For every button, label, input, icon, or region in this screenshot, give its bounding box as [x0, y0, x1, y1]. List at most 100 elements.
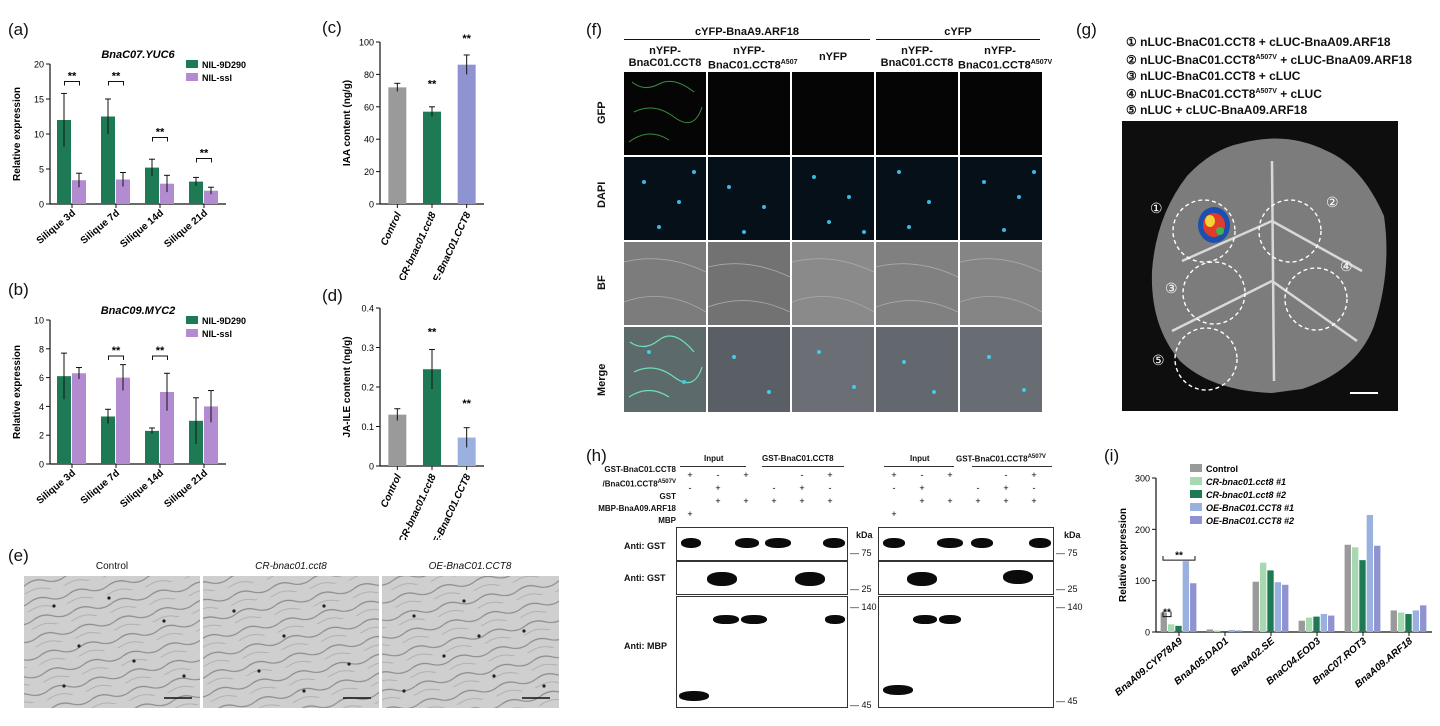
g-circle-label-1: ①: [1150, 200, 1163, 216]
f-group1-line: [624, 39, 870, 40]
y-tick-label: 40: [364, 135, 374, 145]
legend-swatch: [1190, 490, 1202, 498]
bar: [72, 180, 86, 204]
pm-sign: +: [687, 509, 692, 519]
bar: [189, 181, 203, 204]
pm-sign: -: [801, 470, 804, 480]
h-left-pulldown: GST-BnaC01.CCT8: [762, 454, 834, 463]
legend-label: OE-BnaC01.CCT8 #2: [1206, 516, 1294, 526]
sig-bracket: [1162, 556, 1196, 561]
bar: [101, 116, 115, 204]
bar: [1344, 544, 1351, 632]
y-tick-label: 6: [39, 373, 44, 383]
x-tick-label: CR-bnac01.cct8: [397, 472, 439, 540]
bar: [388, 414, 407, 466]
y-tick-label: 15: [34, 95, 44, 105]
h-left-input: Input: [704, 454, 724, 463]
bar: [1320, 614, 1328, 632]
f-col-2: nYFP- BnaC01.CCT8A507: [708, 45, 798, 72]
sig-bracket: [152, 355, 168, 360]
legend-swatch: [186, 316, 198, 324]
y-axis-label: Relative expression: [12, 87, 23, 181]
sig-bracket: [108, 355, 124, 360]
h-right-blot-3: [878, 596, 1054, 708]
sig-bracket: [108, 81, 124, 86]
y-tick-label: 0.1: [361, 422, 374, 432]
pm-sign: +: [799, 496, 804, 506]
legend-label: Control: [1206, 464, 1238, 474]
e-label-oe: OE-BnaC01.CCT8: [428, 561, 512, 572]
x-tick-label: Silique 21d: [162, 208, 210, 250]
bar: [1274, 582, 1282, 632]
pm-sign: -: [921, 470, 924, 480]
bar: [116, 179, 130, 204]
bar: [160, 183, 174, 204]
x-tick-label: CR-bnac01.cct8: [397, 210, 439, 280]
g-circle-1: [1172, 199, 1236, 263]
pm-sign: +: [827, 470, 832, 480]
y-axis-label: JA-ILE content (ng/g): [342, 336, 353, 437]
g-leaf-image: ① ② ③ ④ ⑤: [1122, 121, 1398, 411]
panel-letter-i: (i): [1104, 446, 1120, 465]
h-right-input: Input: [910, 454, 930, 463]
y-tick-label: 4: [39, 402, 44, 412]
chart-title: BnaC07.YUC6: [101, 49, 175, 61]
legend-label: OE-BnaC01.CCT8 #1: [1206, 503, 1294, 513]
pm-sign: +: [799, 483, 804, 493]
pm-sign: +: [687, 470, 692, 480]
h-row-labels: GST-BnaC01.CCT8 /BnaC01.CCT8A507V GST MB…: [598, 464, 676, 527]
f-col-1: nYFP- BnaC01.CCT8: [628, 45, 702, 69]
sig-marker: **: [68, 71, 77, 83]
h-row-gst: GST: [659, 491, 676, 501]
y-tick-label: 2: [39, 431, 44, 441]
y-tick-label: 0.2: [361, 383, 374, 393]
legend-swatch: [1190, 503, 1202, 511]
sig-marker: **: [112, 345, 121, 357]
bar: [101, 416, 115, 464]
y-tick-label: 0.4: [361, 304, 374, 314]
f-row-gfp: GFP: [596, 101, 608, 124]
g-legend-1: ① nLUC-BnaC01.CCT8 + cLUC-BnaA09.ARF18: [1126, 35, 1391, 49]
y-tick-label: 0: [39, 200, 44, 210]
h-kda-left: kDa: [856, 530, 873, 540]
g-legend-4: ④ nLUC-BnaC01.CCT8A507V + cLUC: [1126, 87, 1322, 101]
f-row-bf: BF: [596, 275, 608, 290]
y-axis-label: Relative expression: [12, 345, 23, 439]
h-marker-75-right: — 75: [1056, 548, 1078, 558]
pm-sign: -: [893, 483, 896, 493]
legend-swatch: [1190, 516, 1202, 524]
g-circle-4: [1284, 267, 1348, 331]
pm-sign: +: [1031, 470, 1036, 480]
e-micrographs: [24, 576, 559, 708]
pm-sign: -: [977, 483, 980, 493]
chart-i-expression: 0 100 200 300 Relative expression BnaA09.CYP7…: [1113, 464, 1432, 699]
h-row-cct8-mut: /BnaC01.CCT8A507V: [602, 479, 676, 489]
f-group2-label: cYFP: [944, 26, 972, 38]
h-left-input-line: [680, 466, 746, 467]
sig-marker: **: [462, 33, 471, 45]
x-tick-label: Silique 7d: [79, 468, 122, 507]
pm-sign: +: [891, 509, 896, 519]
sig-bracket: [196, 158, 212, 163]
h-row-gst-cct8: GST-BnaC01.CCT8: [604, 465, 676, 474]
pm-sign: +: [1003, 483, 1008, 493]
e-image-control: [24, 576, 200, 708]
y-tick-label: 8: [39, 344, 44, 354]
pm-sign: +: [771, 496, 776, 506]
y-tick-label: 0: [39, 460, 44, 470]
pm-sign: +: [975, 496, 980, 506]
pm-sign: -: [773, 483, 776, 493]
bar: [1167, 624, 1175, 632]
pm-sign: +: [715, 483, 720, 493]
h-right-blot-1: [878, 527, 1054, 561]
bar: [1259, 562, 1267, 632]
pm-sign: +: [1003, 496, 1008, 506]
pm-sign: +: [947, 496, 952, 506]
e-image-cr: [203, 576, 379, 708]
h-plus-minus-grid: + - + - + - + - + - + + + + + + + - + - + - + - + - + + + + + +: [687, 470, 1036, 519]
h-blot-label-3: Anti: MBP: [624, 641, 667, 651]
h-left-blot-1: [676, 527, 848, 561]
pm-sign: -: [1005, 470, 1008, 480]
legend-swatch: [1190, 464, 1202, 472]
pm-sign: +: [827, 496, 832, 506]
